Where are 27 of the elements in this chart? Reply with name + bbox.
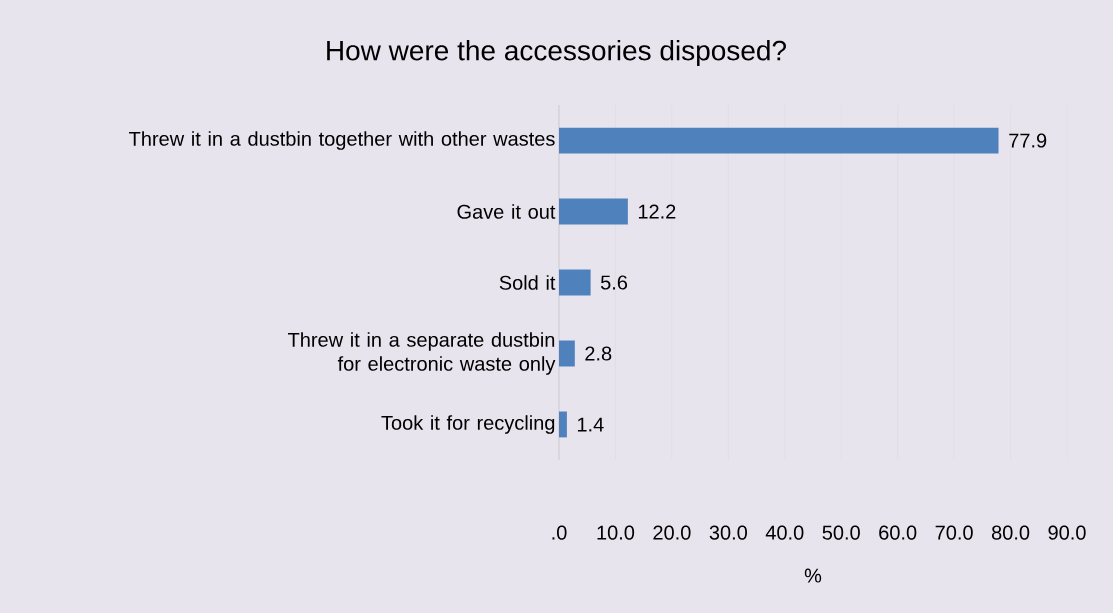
y-tick-label: Threw it in a dustbin together with other wastes [129,131,555,150]
x-tick-label: 50.0 [822,525,860,540]
x-tick-label: 20.0 [653,525,691,540]
y-tick-label: Gave it out [457,204,556,219]
data-label: 12.2 [638,204,676,219]
x-tick-label: 60.0 [879,525,917,540]
x-tick-label: .0 [552,525,567,540]
x-tick-label: 90.0 [1048,525,1086,540]
data-label: 77.9 [1009,133,1047,148]
data-label: 1.4 [577,417,604,432]
y-tick-label: Took it for recycling [381,415,555,434]
y-tick-label: Threw it in a separate dustbin for electronic waste only [288,332,556,375]
bar [559,198,628,225]
data-label: 5.6 [600,275,628,290]
x-tick-label: 10.0 [597,525,635,540]
data-label: 2.8 [585,346,612,361]
y-tick-label: Sold it [499,275,556,290]
chart-title: How were the accessories disposed? [327,39,786,67]
bar [559,127,999,154]
bar [559,411,567,438]
x-tick-label: 40.0 [765,525,804,540]
x-tick-label: 70.0 [935,525,973,540]
x-axis-title: % [804,568,822,583]
bar [559,340,575,367]
bar [559,269,591,296]
x-tick-label: 80.0 [991,525,1030,540]
x-tick-label: 30.0 [709,525,748,540]
